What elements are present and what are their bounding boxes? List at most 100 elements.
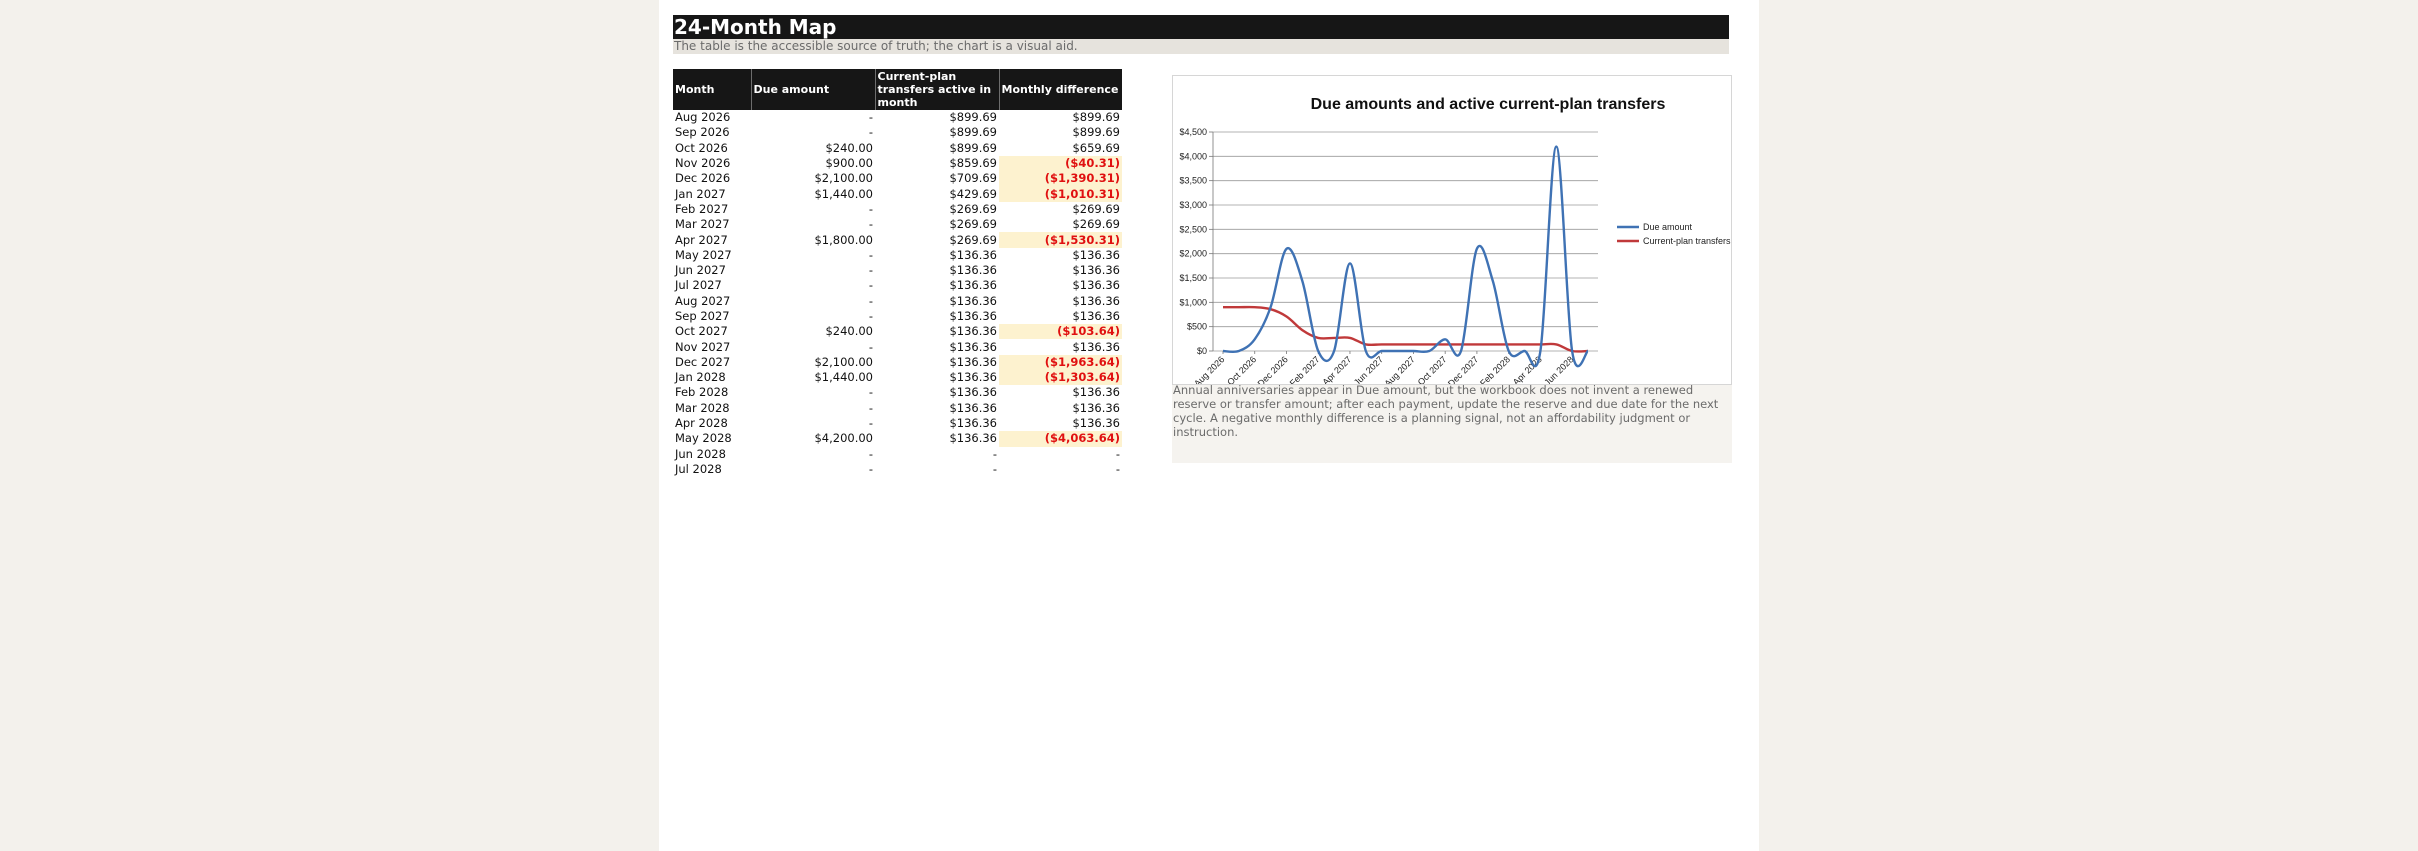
cell-monthly-difference[interactable]: ($1,390.31) bbox=[999, 171, 1122, 187]
cell-due-amount[interactable]: - bbox=[868, 201, 873, 216]
cell-due-amount[interactable]: $240.00 bbox=[825, 324, 873, 339]
cell-transfers[interactable]: $136.36 bbox=[949, 247, 997, 262]
cell-month[interactable]: Jul 2028 bbox=[675, 461, 722, 476]
cell-transfers[interactable]: $899.69 bbox=[949, 110, 997, 125]
cell-monthly-difference[interactable]: $136.36 bbox=[1072, 400, 1120, 415]
cell-month[interactable]: May 2028 bbox=[675, 431, 732, 446]
cell-transfers[interactable]: $709.69 bbox=[949, 171, 997, 186]
cell-monthly-difference[interactable]: - bbox=[1115, 446, 1120, 461]
cell-transfers[interactable]: $859.69 bbox=[949, 156, 997, 171]
cell-transfers[interactable]: $136.36 bbox=[949, 309, 997, 323]
cell-due-amount[interactable]: - bbox=[868, 461, 873, 476]
cell-transfers[interactable]: $136.36 bbox=[949, 278, 997, 293]
cell-due-amount[interactable]: - bbox=[868, 400, 873, 415]
cell-due-amount[interactable]: - bbox=[868, 309, 873, 323]
cell-monthly-difference[interactable]: $136.36 bbox=[1072, 309, 1120, 323]
cell-monthly-difference[interactable]: ($103.64) bbox=[999, 324, 1122, 340]
cell-monthly-difference[interactable]: $899.69 bbox=[1072, 125, 1120, 140]
cell-transfers[interactable]: $429.69 bbox=[949, 186, 997, 201]
cell-monthly-difference[interactable]: ($1,963.64) bbox=[999, 354, 1122, 371]
cell-month[interactable]: Nov 2026 bbox=[675, 156, 731, 171]
cell-due-amount[interactable]: - bbox=[868, 110, 873, 125]
cell-monthly-difference[interactable]: $136.36 bbox=[1072, 339, 1120, 354]
cell-month[interactable]: Aug 2026 bbox=[675, 110, 731, 125]
cell-monthly-difference[interactable]: ($1,530.31) bbox=[999, 232, 1122, 248]
cell-transfers[interactable]: $136.36 bbox=[949, 339, 997, 354]
cell-month[interactable]: Jun 2028 bbox=[675, 446, 726, 461]
cell-monthly-difference[interactable]: $136.36 bbox=[1072, 247, 1120, 262]
cell-due-amount[interactable]: $4,200.00 bbox=[814, 431, 873, 446]
cell-monthly-difference[interactable]: ($1,010.31) bbox=[999, 186, 1122, 202]
cell-month[interactable]: Jun 2027 bbox=[675, 263, 726, 278]
column-header-monthly-difference[interactable]: Monthly difference bbox=[999, 69, 1122, 110]
cell-due-amount[interactable]: - bbox=[868, 293, 873, 308]
cell-month[interactable]: Feb 2028 bbox=[675, 385, 729, 400]
chart-area[interactable]: Due amounts and active current-plan tran… bbox=[1172, 75, 1732, 385]
cell-transfers[interactable]: $269.69 bbox=[949, 201, 997, 216]
cell-transfers[interactable]: $136.36 bbox=[949, 293, 997, 308]
cell-transfers[interactable]: $136.36 bbox=[949, 431, 997, 446]
cell-due-amount[interactable]: - bbox=[868, 247, 873, 262]
cell-month[interactable]: Apr 2027 bbox=[675, 232, 728, 247]
column-header-due-amount[interactable]: Due amount bbox=[751, 69, 876, 110]
cell-transfers[interactable]: $136.36 bbox=[949, 370, 997, 385]
column-header-month[interactable]: Month bbox=[673, 69, 752, 110]
cell-due-amount[interactable]: $1,440.00 bbox=[814, 186, 873, 201]
cell-month[interactable]: Aug 2027 bbox=[675, 293, 731, 308]
cell-due-amount[interactable]: $1,440.00 bbox=[814, 370, 873, 385]
cell-month[interactable]: Mar 2028 bbox=[675, 400, 730, 415]
cell-due-amount[interactable]: - bbox=[868, 263, 873, 278]
cell-monthly-difference[interactable]: $899.69 bbox=[1072, 110, 1120, 125]
cell-monthly-difference[interactable]: $136.36 bbox=[1072, 278, 1120, 293]
cell-due-amount[interactable]: $2,100.00 bbox=[814, 171, 873, 186]
cell-transfers[interactable]: $899.69 bbox=[949, 140, 997, 155]
cell-month[interactable]: Jul 2027 bbox=[675, 278, 722, 293]
cell-due-amount[interactable]: $1,800.00 bbox=[814, 232, 873, 247]
cell-due-amount[interactable]: $2,100.00 bbox=[814, 354, 873, 369]
cell-due-amount[interactable]: $240.00 bbox=[825, 140, 873, 155]
cell-transfers[interactable]: $269.69 bbox=[949, 217, 997, 232]
cell-month[interactable]: Jan 2027 bbox=[675, 186, 726, 201]
cell-due-amount[interactable]: - bbox=[868, 125, 873, 140]
cell-due-amount[interactable]: - bbox=[868, 385, 873, 400]
column-header-transfers[interactable]: Current-plan transfers active in month bbox=[875, 69, 1000, 110]
cell-due-amount[interactable]: - bbox=[868, 278, 873, 293]
cell-transfers[interactable]: $136.36 bbox=[949, 400, 997, 415]
cell-month[interactable]: Dec 2027 bbox=[675, 354, 731, 369]
cell-transfers[interactable]: $136.36 bbox=[949, 385, 997, 400]
cell-monthly-difference[interactable]: $136.36 bbox=[1072, 416, 1120, 431]
cell-month[interactable]: Dec 2026 bbox=[675, 171, 731, 186]
cell-transfers[interactable]: - bbox=[992, 461, 997, 476]
cell-monthly-difference[interactable]: $136.36 bbox=[1072, 293, 1120, 308]
cell-month[interactable]: Oct 2027 bbox=[675, 324, 728, 339]
cell-due-amount[interactable]: - bbox=[868, 446, 873, 461]
cell-month[interactable]: Mar 2027 bbox=[675, 217, 730, 232]
cell-monthly-difference[interactable]: $136.36 bbox=[1072, 385, 1120, 400]
cell-month[interactable]: Apr 2028 bbox=[675, 416, 728, 431]
cell-monthly-difference[interactable]: ($4,063.64) bbox=[999, 431, 1122, 447]
cell-transfers[interactable]: - bbox=[992, 446, 997, 461]
cell-transfers[interactable]: $136.36 bbox=[949, 263, 997, 278]
cell-monthly-difference[interactable]: $659.69 bbox=[1072, 140, 1120, 155]
cell-due-amount[interactable]: $900.00 bbox=[825, 156, 873, 171]
cell-monthly-difference[interactable]: $269.69 bbox=[1072, 201, 1120, 216]
cell-transfers[interactable]: $136.36 bbox=[949, 324, 997, 339]
cell-month[interactable]: Jan 2028 bbox=[675, 370, 726, 385]
cell-month[interactable]: Oct 2026 bbox=[675, 140, 728, 155]
cell-monthly-difference[interactable]: ($40.31) bbox=[999, 155, 1122, 172]
cell-month[interactable]: Sep 2027 bbox=[675, 309, 730, 323]
cell-monthly-difference[interactable]: $269.69 bbox=[1072, 217, 1120, 232]
cell-due-amount[interactable]: - bbox=[868, 416, 873, 431]
cell-transfers[interactable]: $136.36 bbox=[949, 354, 997, 369]
cell-transfers[interactable]: $136.36 bbox=[949, 416, 997, 431]
cell-monthly-difference[interactable]: - bbox=[1115, 461, 1120, 476]
cell-transfers[interactable]: $269.69 bbox=[949, 232, 997, 247]
cell-month[interactable]: Sep 2026 bbox=[675, 125, 730, 140]
cell-monthly-difference[interactable]: ($1,303.64) bbox=[999, 370, 1122, 386]
cell-monthly-difference[interactable]: $136.36 bbox=[1072, 263, 1120, 278]
cell-month[interactable]: Nov 2027 bbox=[675, 339, 731, 354]
cell-due-amount[interactable]: - bbox=[868, 339, 873, 354]
cell-month[interactable]: May 2027 bbox=[675, 247, 732, 262]
cell-month[interactable]: Feb 2027 bbox=[675, 201, 729, 216]
cell-transfers[interactable]: $899.69 bbox=[949, 125, 997, 140]
